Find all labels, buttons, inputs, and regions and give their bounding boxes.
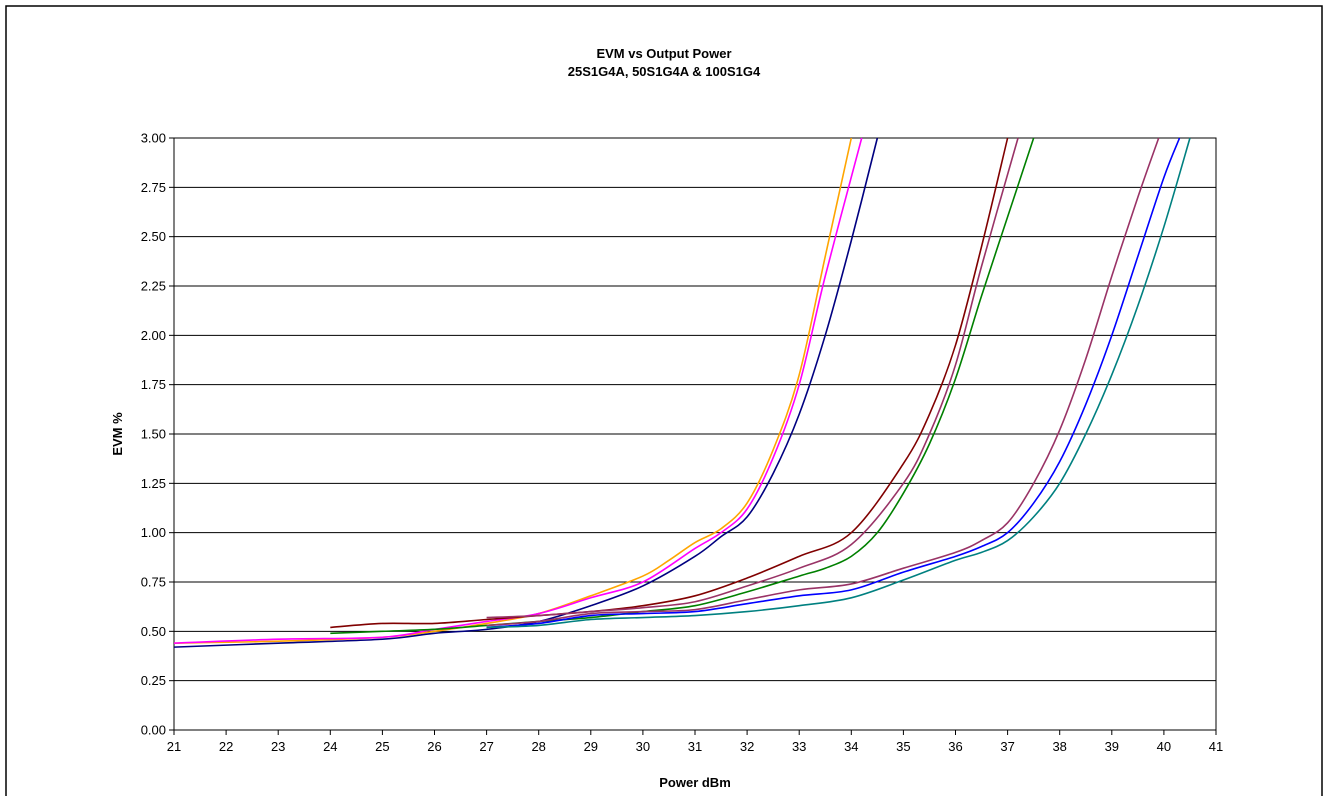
xtick-label-11: 32 xyxy=(740,739,754,754)
series-layer xyxy=(174,137,1191,648)
series-line-9 xyxy=(486,137,1191,629)
ytick-label-8: 2.00 xyxy=(141,328,166,343)
chart-subtitle: 25S1G4A, 50S1G4A & 100S1G4 xyxy=(568,64,761,79)
xtick-label-8: 29 xyxy=(584,739,598,754)
xtick-label-18: 39 xyxy=(1105,739,1119,754)
x-axis-title: Power dBm xyxy=(659,775,731,790)
series-line-4 xyxy=(330,137,1009,629)
y-axis-ticks: 0.00 0.25 0.50 0.75 1.00 1.25 1.50 1.75 2.00 2.25… xyxy=(141,131,174,738)
ytick-label-2: 0.50 xyxy=(141,624,166,639)
ytick-label-11: 2.75 xyxy=(141,180,166,195)
ytick-label-3: 0.75 xyxy=(141,575,166,590)
xtick-label-4: 25 xyxy=(375,739,389,754)
series-line-3 xyxy=(174,137,879,648)
ytick-label-6: 1.50 xyxy=(141,427,166,442)
ytick-label-0: 0.00 xyxy=(141,723,166,738)
xtick-label-12: 33 xyxy=(792,739,806,754)
series-line-7 xyxy=(486,137,1160,627)
series-line-5 xyxy=(486,137,1019,619)
xtick-label-17: 38 xyxy=(1052,739,1066,754)
series-line-8 xyxy=(486,137,1181,629)
xtick-label-13: 34 xyxy=(844,739,858,754)
ytick-label-1: 0.25 xyxy=(141,673,166,688)
y-axis-title: EVM % xyxy=(110,412,125,456)
ytick-label-9: 2.25 xyxy=(141,279,166,294)
xtick-label-7: 28 xyxy=(531,739,545,754)
xtick-label-3: 24 xyxy=(323,739,337,754)
series-line-2 xyxy=(174,137,863,644)
ytick-label-7: 1.75 xyxy=(141,377,166,392)
xtick-label-19: 40 xyxy=(1157,739,1171,754)
xtick-label-2: 23 xyxy=(271,739,285,754)
ytick-label-10: 2.50 xyxy=(141,229,166,244)
xtick-label-1: 22 xyxy=(219,739,233,754)
xtick-label-5: 26 xyxy=(427,739,441,754)
xtick-label-0: 21 xyxy=(167,739,181,754)
chart-border xyxy=(5,5,1323,801)
xtick-label-14: 35 xyxy=(896,739,910,754)
xtick-label-9: 30 xyxy=(636,739,650,754)
xtick-label-20: 41 xyxy=(1209,739,1223,754)
ytick-label-5: 1.25 xyxy=(141,476,166,491)
ytick-label-12: 3.00 xyxy=(141,131,166,146)
xtick-label-10: 31 xyxy=(688,739,702,754)
xtick-label-16: 37 xyxy=(1000,739,1014,754)
chart-title: EVM vs Output Power xyxy=(596,46,731,61)
xtick-label-15: 36 xyxy=(948,739,962,754)
ytick-label-4: 1.00 xyxy=(141,525,166,540)
x-axis-ticks: 21 22 23 24 25 26 27 28 29 30 31 32 33 34 35 36 37 38 39 40… xyxy=(167,730,1223,754)
xtick-label-6: 27 xyxy=(479,739,493,754)
